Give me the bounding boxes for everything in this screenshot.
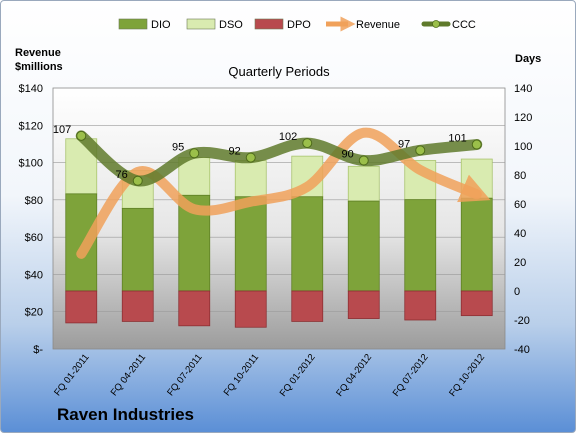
left-tick-label: $60 [25,232,43,244]
revenue-line [76,127,491,259]
dio-bar [404,199,437,292]
ccc-data-label: 76 [116,169,128,181]
ccc-point [132,175,143,186]
legend: DIO DSO DPO Revenue CCC [118,16,476,32]
legend-label-dso: DSO [219,19,243,31]
ccc-point [76,130,87,141]
category-label: FQ 10-2011 [222,352,261,398]
dso-bar [234,160,267,198]
ccc-data-label: 101 [448,133,466,145]
dio-bar [347,200,380,292]
ccc-data-label: 97 [398,138,410,150]
dio-bar [291,196,324,292]
category-label: FQ 07-2012 [391,352,431,399]
chart-title: Quarterly Periods [228,64,330,79]
bars [65,138,493,328]
category-label: FQ 01-2011 [52,352,91,398]
right-tick-label: 120 [514,112,532,124]
dpo-bar [65,290,98,324]
right-tick-label: 140 [514,83,532,95]
dso-bar [347,165,380,202]
right-axis-label: Days [515,53,541,65]
dpo-bar [347,290,380,319]
ccc-point [189,148,200,159]
right-tick-label: 20 [514,257,526,269]
left-axis-label-line: $millions [15,61,63,73]
dpo-bar [404,290,437,321]
ccc-point [358,155,369,166]
right-tick-label: 100 [514,141,532,153]
ccc-point [245,152,256,163]
ccc-data-label: 92 [229,146,241,158]
legend-swatch-dso [186,18,216,30]
left-axis-label: Revenue $millions [15,47,63,73]
ccc-data-label: 90 [342,149,354,161]
ccc-data-label: 95 [172,141,184,153]
right-tick-label: 80 [514,170,526,182]
legend-label-dio: DIO [151,19,171,31]
left-tick-label: $120 [19,120,43,132]
ccc-data-label: 102 [279,131,297,143]
plot-area [52,87,506,350]
category-label: FQ 10-2012 [447,352,487,399]
legend-label-dpo: DPO [287,19,311,31]
right-tick-label: 0 [514,286,520,298]
legend-swatch-dpo [254,18,284,30]
legend-label-ccc: CCC [452,19,476,31]
dio-bar [460,197,493,292]
ccc-point [302,138,313,149]
ccc-point [415,145,426,156]
lines [75,127,491,259]
left-axis-label-line: Revenue [15,47,61,59]
category-label: FQ 07-2011 [165,352,204,398]
dpo-bar [291,290,324,322]
company-name: Raven Industries [57,405,194,424]
category-label: FQ 04-2011 [109,352,148,398]
data-labels: 107 76 95 92 102 90 97 101 [53,124,467,181]
dio-bar [234,196,267,292]
left-tick-label: $140 [19,83,43,95]
dio-bar [121,207,154,292]
right-tick-label: 40 [514,228,526,240]
left-tick-label: $100 [19,158,43,170]
right-tick-label: -20 [514,315,530,327]
category-label: FQ 04-2012 [334,352,374,399]
legend-swatch-ccc-point [432,20,440,28]
left-tick-label: $20 [25,307,43,319]
dpo-bar [234,290,267,328]
ccc-point [471,139,482,150]
ccc-data-label: 107 [53,124,71,136]
category-label: FQ 01-2012 [278,352,318,399]
dpo-bar [121,290,154,322]
left-tick-label: $- [33,344,43,356]
dpo-bar [178,290,211,327]
legend-swatch-dio [118,18,148,30]
legend-label-revenue: Revenue [356,19,400,31]
left-tick-label: $40 [25,269,43,281]
right-tick-label: -40 [514,344,530,356]
right-tick-label: 60 [514,199,526,211]
dpo-bar [460,290,493,317]
left-tick-label: $80 [25,195,43,207]
